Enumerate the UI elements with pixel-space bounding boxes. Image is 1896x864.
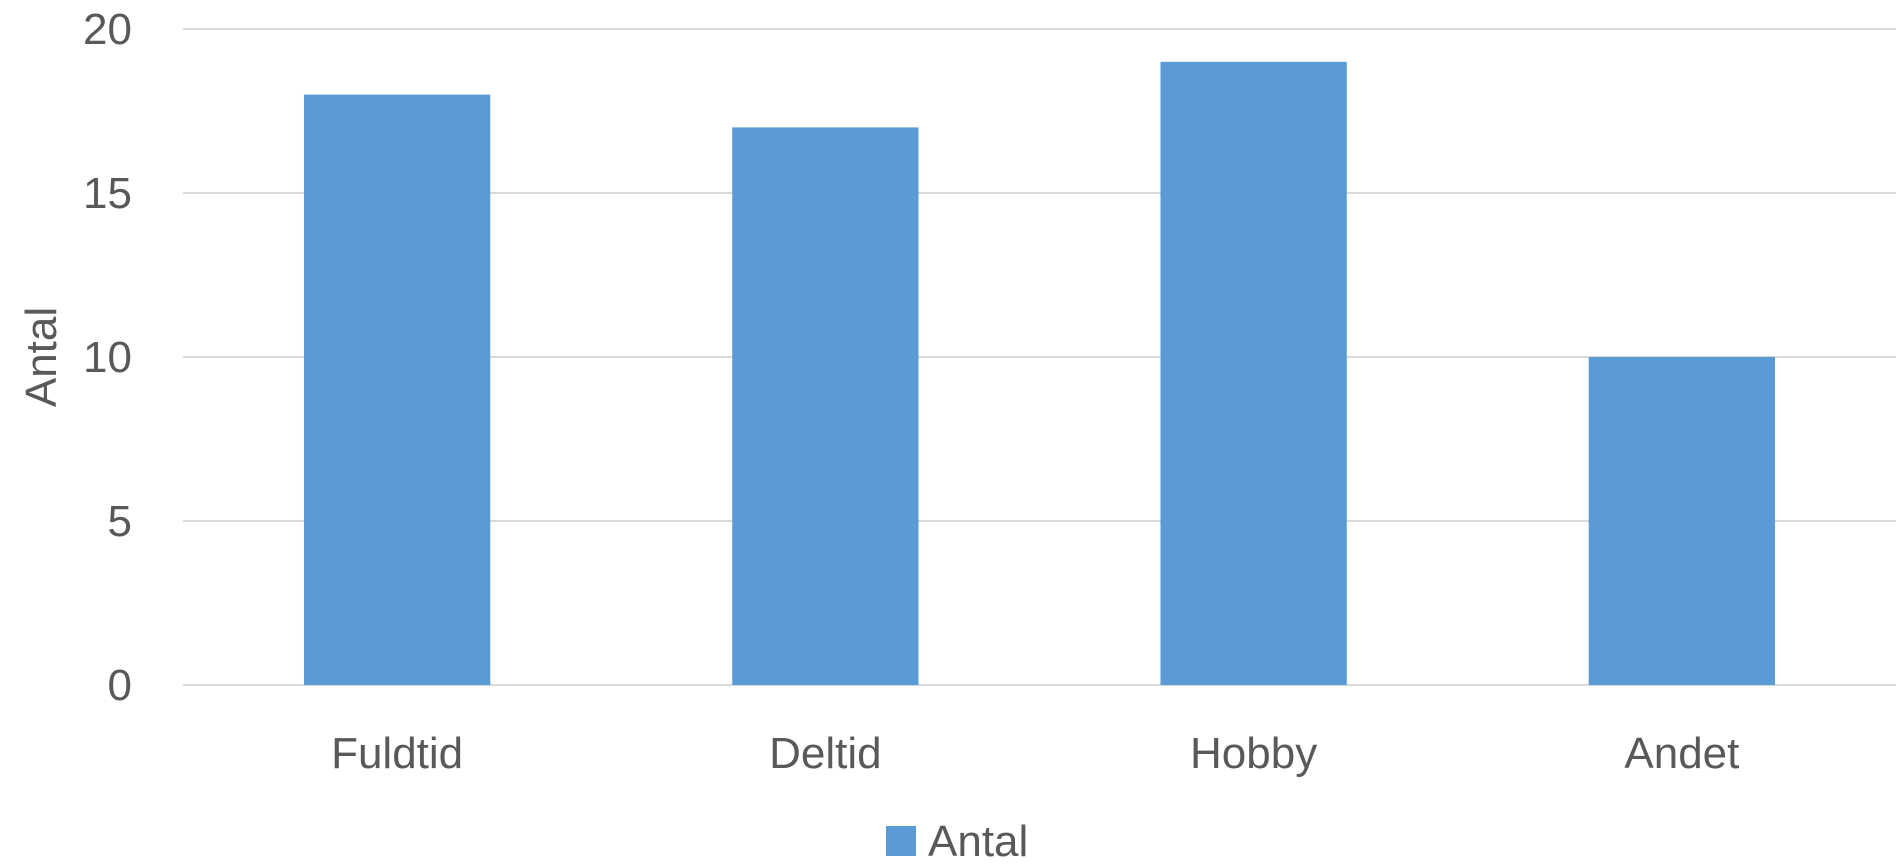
y-tick-label: 0 — [108, 661, 132, 710]
y-tick-label: 20 — [83, 5, 132, 54]
bars — [303, 61, 1776, 686]
y-tick-label: 15 — [83, 169, 132, 218]
x-tick-label: Fuldtid — [331, 729, 463, 778]
bar-andet — [1588, 357, 1776, 685]
y-tick-label: 5 — [108, 497, 132, 546]
bar-deltid — [732, 127, 919, 685]
legend-label: Antal — [928, 817, 1028, 864]
x-tick-label: Deltid — [769, 729, 882, 778]
y-axis-ticks: 0 5 10 15 20 — [83, 5, 132, 710]
bar-hobby — [1160, 61, 1347, 686]
x-axis-ticks: Fuldtid Deltid Hobby Andet — [331, 729, 1739, 778]
x-tick-label: Andet — [1624, 729, 1739, 778]
x-tick-label: Hobby — [1190, 729, 1317, 778]
y-axis-title: Antal — [17, 307, 66, 407]
y-tick-label: 10 — [83, 333, 132, 382]
legend-swatch — [886, 826, 916, 856]
bar-fuldtid — [303, 94, 491, 686]
legend: Antal — [886, 817, 1028, 864]
